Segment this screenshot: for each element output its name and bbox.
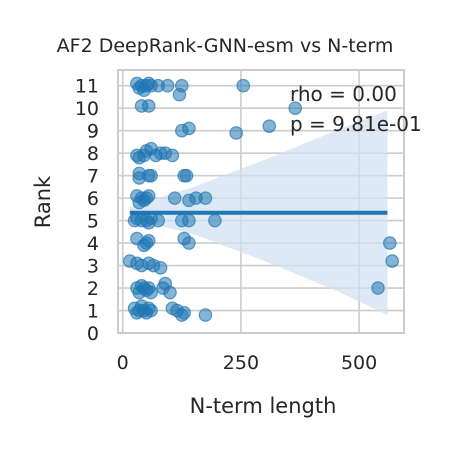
scatter-point bbox=[383, 236, 397, 250]
scatter-point bbox=[144, 168, 158, 183]
scatter-point bbox=[144, 303, 158, 318]
plot-border bbox=[117, 69, 405, 334]
scatter-point bbox=[177, 305, 191, 320]
y-tick-label: 7 bbox=[87, 166, 99, 188]
y-tick-label: 10 bbox=[75, 98, 99, 120]
scatter-point bbox=[160, 78, 175, 93]
x-tick-label: 250 bbox=[223, 352, 259, 374]
scatter-point bbox=[151, 213, 165, 228]
plot-area bbox=[117, 69, 405, 334]
y-tick-label: 1 bbox=[87, 301, 99, 323]
x-axis-title: N-term length bbox=[190, 394, 337, 418]
x-tick-labels: 0 250 500 bbox=[117, 352, 378, 374]
scatter-point bbox=[198, 308, 213, 322]
scatter-point bbox=[182, 121, 196, 136]
p-value-annotation: p = 9.81e-01 bbox=[290, 112, 422, 136]
rho-annotation: rho = 0.00 bbox=[290, 82, 397, 106]
y-tick-label: 8 bbox=[87, 143, 99, 165]
scatter-point bbox=[385, 254, 399, 268]
chart-title: AF2 DeepRank-GNN-esm vs N-term bbox=[57, 35, 394, 57]
y-axis-title: Rank bbox=[31, 175, 55, 228]
scatter-point bbox=[137, 193, 151, 208]
scatter-points bbox=[123, 76, 399, 322]
scatter-point bbox=[167, 191, 182, 205]
y-tick-label: 11 bbox=[75, 76, 99, 98]
scatter-point bbox=[262, 119, 277, 133]
y-tick-label: 0 bbox=[87, 323, 99, 345]
scatter-point bbox=[288, 101, 303, 116]
y-tick-label: 9 bbox=[87, 121, 99, 143]
x-tick-label: 0 bbox=[117, 352, 129, 374]
y-tick-label: 6 bbox=[87, 188, 99, 210]
scatter-point bbox=[182, 213, 196, 228]
scatter-point bbox=[236, 78, 251, 93]
scatter-point bbox=[229, 126, 243, 140]
scatter-point bbox=[182, 193, 196, 208]
scatter-point bbox=[371, 281, 385, 295]
scatter-point bbox=[165, 148, 180, 163]
scatter-point bbox=[137, 148, 151, 163]
scatter-point bbox=[198, 191, 213, 205]
scatter-point bbox=[163, 285, 177, 300]
scatter-point bbox=[141, 99, 156, 113]
y-tick-label: 2 bbox=[87, 278, 99, 300]
scatter-point bbox=[182, 236, 196, 250]
scatter-point bbox=[144, 285, 158, 300]
x-tick-label: 500 bbox=[341, 352, 377, 374]
scatter-point bbox=[179, 168, 194, 183]
y-tick-label: 5 bbox=[87, 211, 99, 233]
y-tick-label: 3 bbox=[87, 256, 99, 278]
scatter-point bbox=[208, 213, 222, 228]
scatter-point bbox=[153, 261, 168, 275]
scatter-point bbox=[141, 234, 156, 248]
scatter-point bbox=[172, 87, 187, 102]
y-tick-label: 4 bbox=[87, 233, 99, 255]
